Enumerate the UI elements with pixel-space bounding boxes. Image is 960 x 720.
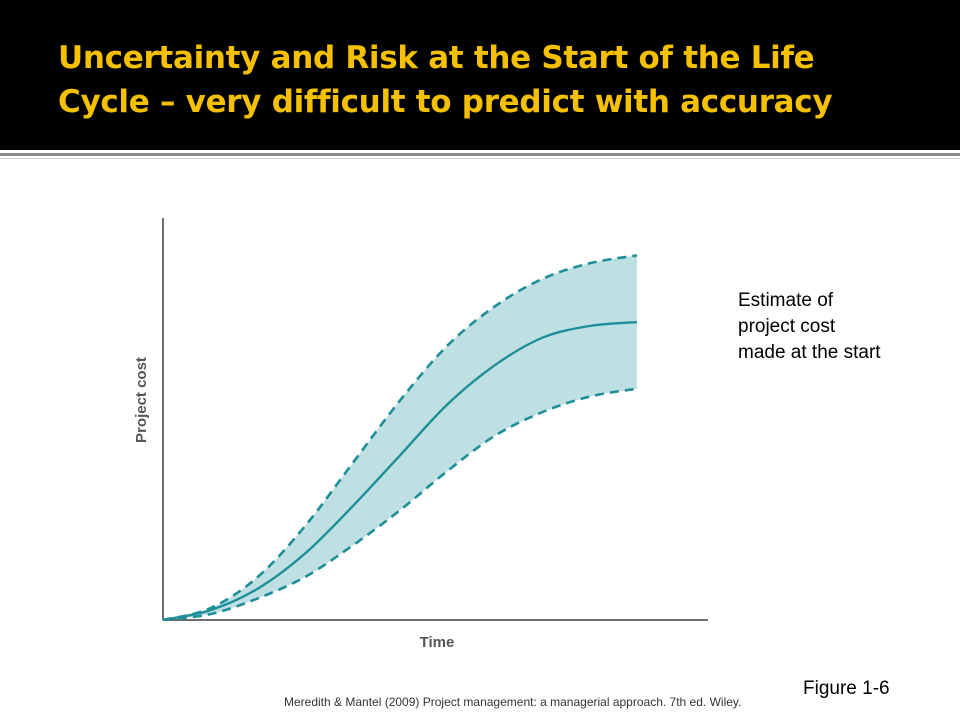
estimate-annotation: Estimate of project cost made at the sta… <box>738 290 881 363</box>
series-layer <box>162 254 638 622</box>
figure-label: Figure 1-6 <box>803 678 890 699</box>
lower-bound-line <box>162 387 638 622</box>
y-axis-label: Project cost <box>133 357 150 443</box>
slide-title-line-2: Cycle – very difficult to predict with a… <box>58 84 833 120</box>
slide-title-line-1: Uncertainty and Risk at the Start of the… <box>58 40 815 76</box>
title-divider <box>0 153 960 156</box>
title-divider-thin <box>0 158 960 159</box>
x-axis-label: Time <box>420 634 455 651</box>
upper-bound-line <box>162 254 638 622</box>
uncertainty-band <box>163 255 637 620</box>
citation: Meredith & Mantel (2009) Project managem… <box>284 695 742 709</box>
estimate-line <box>162 320 638 622</box>
slide-title: Uncertainty and Risk at the Start of the… <box>58 36 938 124</box>
title-bar: Uncertainty and Risk at the Start of the… <box>0 0 960 150</box>
